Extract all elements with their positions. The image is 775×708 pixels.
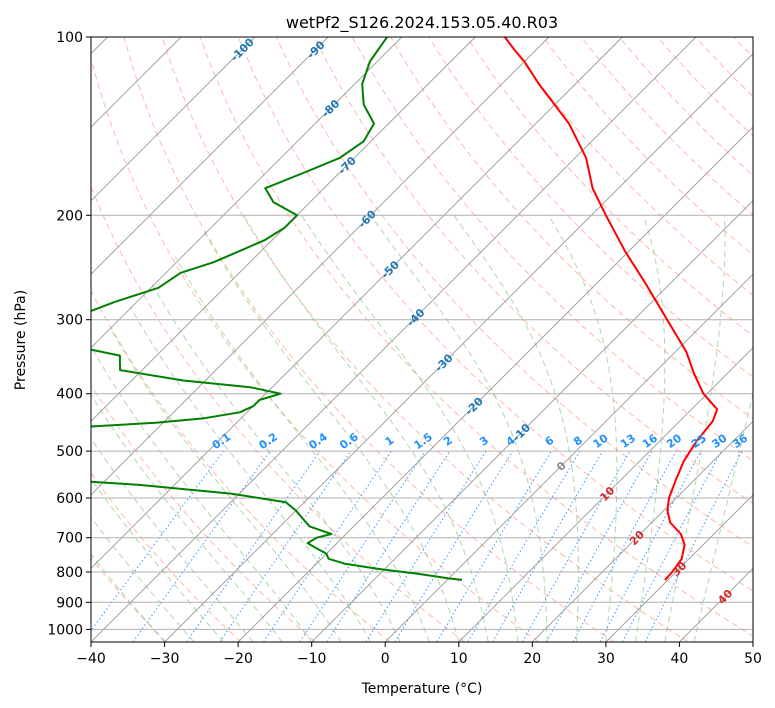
dry-adiabat — [91, 290, 391, 642]
temperature-profile — [504, 37, 719, 581]
isotherm-line — [605, 494, 753, 642]
x-tick-label: −10 — [297, 651, 327, 667]
x-tick-label: 40 — [670, 651, 688, 667]
y-tick-label: 200 — [56, 208, 83, 224]
dry-adiabat — [161, 37, 689, 642]
data-series — [91, 37, 719, 581]
x-tick-label: −40 — [76, 651, 106, 667]
isotherm-line — [91, 37, 256, 202]
y-tick-label: 600 — [56, 491, 83, 507]
dry-adiabat — [91, 384, 316, 642]
mixing-ratio-line — [132, 450, 271, 642]
y-tick-label: 700 — [56, 531, 83, 547]
y-tick-label: 400 — [56, 387, 83, 403]
dry-adiabat — [618, 37, 753, 176]
mixing-ratio-line — [467, 450, 581, 642]
moist-adiabat — [91, 393, 283, 642]
mixing-ratio-line — [326, 450, 451, 642]
moist-adiabat — [174, 256, 430, 642]
mixing-ratio-line — [436, 450, 552, 642]
isotherm-line — [384, 273, 753, 642]
y-tick-label: 1000 — [47, 622, 83, 638]
moist-adiabat — [634, 215, 666, 642]
axes: −40 −30 −20 −10 0 10 20 30 40 50 100 200 300 400 500 60… — [47, 30, 762, 667]
moist-adiabat — [548, 215, 618, 642]
plot-frame — [90, 36, 754, 643]
dry-adiabat — [428, 37, 753, 378]
dry-adiabat — [237, 37, 753, 592]
moist-adiabat — [91, 478, 224, 642]
moist-adiabat — [201, 227, 460, 642]
y-axis-title: Pressure (hPa) — [13, 290, 29, 390]
moist-adiabat — [664, 215, 726, 642]
mixing-ratio-line — [572, 450, 677, 642]
mixing-ratio-line — [492, 450, 604, 642]
x-axis-title: Temperature (°C) — [361, 681, 483, 697]
moist-adiabat — [91, 553, 165, 642]
isotherm-line — [91, 37, 329, 275]
dry-adiabat — [199, 37, 753, 637]
dry-adiabat — [123, 37, 614, 642]
moist-adiabat — [91, 516, 195, 642]
moist-adiabat — [453, 215, 579, 642]
isotherm-line — [91, 37, 623, 570]
dry-adiabat — [390, 37, 753, 420]
dry-adiabat — [314, 37, 753, 505]
mixing-ratio-line — [365, 450, 487, 642]
mixing-ratio-line — [186, 450, 321, 642]
dry-adiabat — [352, 37, 753, 462]
background-lines — [91, 37, 753, 642]
dewpoint-profile — [91, 37, 463, 581]
mixing-ratio-line — [219, 450, 352, 642]
isotherm-line — [311, 200, 753, 642]
isotherm-line — [164, 52, 753, 642]
x-tick-label: 50 — [744, 651, 762, 667]
y-tick-label: 800 — [56, 565, 83, 581]
y-tick-label: 100 — [56, 30, 83, 46]
mixing-ratio-line — [394, 450, 514, 642]
moist-adiabat — [91, 437, 254, 642]
isotherm-line — [237, 126, 753, 642]
dry-adiabat — [275, 37, 753, 548]
chart-title: wetPf2_S126.2024.153.05.40.R03 — [286, 13, 558, 33]
x-tick-label: −30 — [150, 651, 180, 667]
x-tick-label: 20 — [523, 651, 541, 667]
isotherm-line — [91, 37, 403, 349]
x-tick-label: 0 — [381, 651, 390, 667]
x-tick-label: 30 — [597, 651, 615, 667]
isotherm-line — [531, 420, 753, 642]
dry-adiabat — [91, 55, 540, 642]
y-tick-label: 500 — [56, 444, 83, 460]
isotherm-line — [458, 347, 753, 642]
dry-adiabat — [504, 37, 753, 296]
dry-adiabat — [580, 37, 753, 216]
y-tick-label: 300 — [56, 313, 83, 329]
moist-adiabat — [370, 215, 548, 642]
isotherm-line — [91, 37, 550, 496]
grid — [91, 37, 753, 642]
isotherm-line — [91, 37, 697, 642]
dry-adiabat — [466, 37, 753, 337]
y-tick-label: 900 — [56, 595, 83, 611]
dry-adiabat — [91, 185, 465, 642]
x-tick-label: 10 — [450, 651, 468, 667]
mixing-ratio-line — [522, 450, 631, 642]
isotherm-line — [91, 37, 476, 422]
x-tick-label: −20 — [223, 651, 253, 667]
moist-adiabat — [129, 306, 371, 642]
moist-adiabat — [151, 282, 401, 642]
